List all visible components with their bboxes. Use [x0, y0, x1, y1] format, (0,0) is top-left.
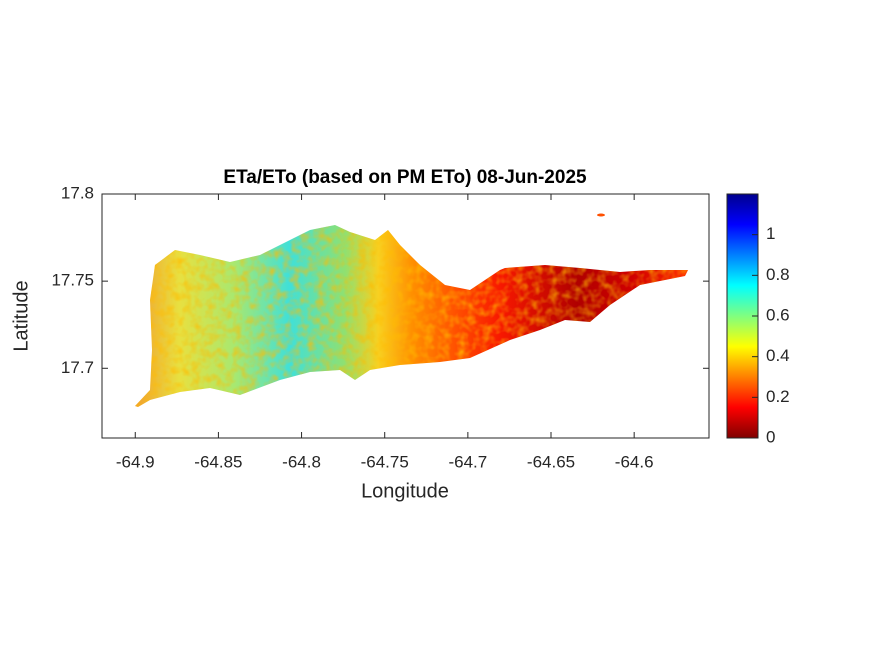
islet	[597, 213, 605, 217]
y-tick-label: 17.75	[51, 271, 94, 290]
x-tick-label: -64.75	[361, 452, 409, 471]
colorbar-tick-label: 0	[766, 427, 775, 446]
y-tick-label: 17.8	[61, 183, 94, 202]
colorbar-tick-label: 1	[766, 224, 775, 243]
colorbar-tick-label: 0.4	[766, 346, 790, 365]
chart-title: ETa/ETo (based on PM ETo) 08-Jun-2025	[223, 167, 587, 188]
x-tick-label: -64.65	[527, 452, 575, 471]
x-tick-label: -64.7	[448, 452, 487, 471]
colorbar-tick-label: 0.8	[766, 265, 790, 284]
colorbar-tick-label: 0.6	[766, 305, 790, 324]
x-tick-label: -64.8	[282, 452, 321, 471]
x-tick-label: -64.9	[116, 452, 155, 471]
y-tick-label: 17.7	[61, 358, 94, 377]
x-tick-label: -64.85	[194, 452, 242, 471]
colorbar-tick-label: 0.2	[766, 387, 790, 406]
axes-box	[101, 193, 710, 439]
y-axis-label: Latitude	[10, 280, 32, 351]
land-texture	[135, 225, 688, 407]
x-axis-label: Longitude	[361, 480, 449, 502]
island	[135, 213, 688, 407]
x-tick-label: -64.6	[615, 452, 654, 471]
